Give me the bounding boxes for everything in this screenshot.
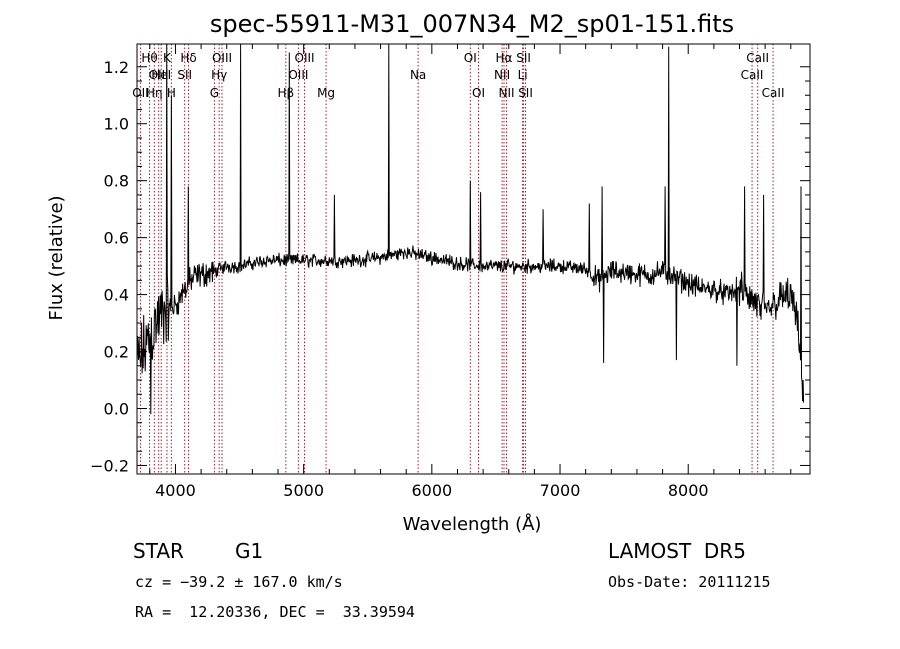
spectral-line-label: Hγ bbox=[211, 68, 227, 82]
y-axis-label: Flux (relative) bbox=[46, 195, 67, 320]
spectral-line-label: OIII bbox=[212, 51, 232, 65]
x-axis: 4000 5000 6000 7000 8000 bbox=[149, 44, 792, 500]
spectrum-line bbox=[136, 43, 805, 415]
coordinates: RA = 12.20336, DEC = 33.39594 bbox=[135, 603, 415, 621]
spectral-line-label: CaII bbox=[762, 86, 785, 100]
spectral-line-label: OII bbox=[132, 86, 149, 100]
y-tick-label: −0.2 bbox=[90, 456, 129, 475]
x-axis-label: Wavelength (Å) bbox=[403, 513, 542, 535]
spectral-line-label: K bbox=[163, 51, 172, 65]
chart-title: spec-55911-M31_007N34_M2_sp01-151.fits bbox=[210, 10, 734, 38]
spectral-line-label: G bbox=[210, 86, 219, 100]
spectral-line-label: Hδ bbox=[180, 51, 196, 65]
y-tick-label: 0.4 bbox=[104, 286, 129, 305]
spectral-line-label: SII bbox=[177, 68, 192, 82]
spectral-line-label: Hβ bbox=[277, 86, 294, 100]
y-tick-label: 0.8 bbox=[104, 172, 129, 191]
spectral-line-label: Li bbox=[518, 68, 528, 82]
spectral-line-labels: OIIHθHηOIIIHeIKHSIIHδGHγOIIIHβOIIIOIIIMg… bbox=[132, 51, 784, 100]
x-tick-label: 6000 bbox=[411, 481, 452, 500]
y-tick-label: 0.0 bbox=[104, 400, 129, 419]
spectral-line-label: Na bbox=[410, 68, 426, 82]
spectral-line-label: Hα bbox=[496, 51, 513, 65]
x-tick-label: 7000 bbox=[540, 481, 581, 500]
y-tick-label: 0.2 bbox=[104, 343, 129, 362]
spectral-line-label: OIII bbox=[295, 51, 315, 65]
object-class: STAR bbox=[133, 539, 184, 563]
survey-name: LAMOST DR5 bbox=[608, 539, 746, 563]
spectral-line-label: OI bbox=[464, 51, 477, 65]
spectral-line-label: Mg bbox=[317, 86, 335, 100]
object-subclass: G1 bbox=[235, 539, 264, 563]
velocity-readout: cz = −39.2 ± 167.0 km/s bbox=[135, 573, 343, 591]
spectral-line-label: Hθ bbox=[141, 51, 157, 65]
spectral-line-label: OI bbox=[472, 86, 485, 100]
spectral-line-label: H bbox=[167, 86, 176, 100]
spectral-line-label: NII bbox=[499, 86, 515, 100]
spectral-line-label: HeI bbox=[151, 68, 171, 82]
spectral-line-label: SII bbox=[516, 51, 531, 65]
y-axis: −0.2 0.0 0.2 0.4 0.6 0.8 1.0 1.2 bbox=[90, 58, 810, 475]
spectral-line-label: CaII bbox=[741, 68, 764, 82]
plot-frame bbox=[136, 43, 811, 475]
spectral-line-label: OIII bbox=[149, 68, 169, 82]
x-tick-label: 4000 bbox=[155, 481, 196, 500]
spectral-line-label: OIII bbox=[288, 68, 308, 82]
spectral-line-label: CaII bbox=[746, 51, 769, 65]
spectral-line-label: SII bbox=[518, 86, 533, 100]
y-tick-label: 1.0 bbox=[104, 115, 129, 134]
x-tick-label: 5000 bbox=[283, 481, 324, 500]
spectral-line-label: NII bbox=[494, 68, 510, 82]
y-tick-label: 1.2 bbox=[104, 58, 129, 77]
obs-date: Obs-Date: 20111215 bbox=[608, 573, 771, 591]
y-tick-label: 0.6 bbox=[104, 229, 129, 248]
spectrum-chart: spec-55911-M31_007N34_M2_sp01-151.fits O… bbox=[46, 10, 811, 535]
x-tick-label: 8000 bbox=[668, 481, 709, 500]
spectral-line-label: Hη bbox=[146, 86, 163, 100]
